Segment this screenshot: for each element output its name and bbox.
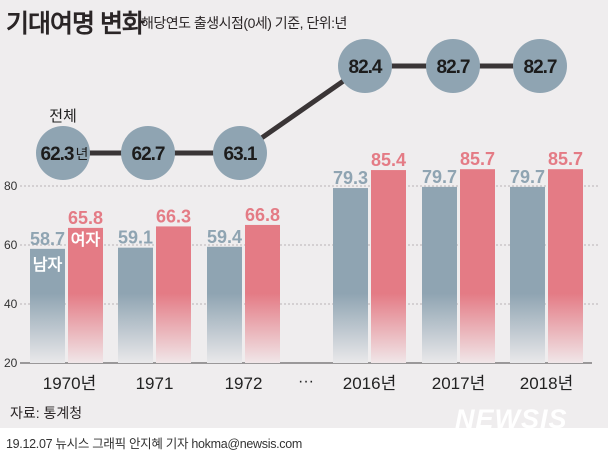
total-circle: [213, 126, 267, 180]
bar-male: [333, 188, 368, 363]
total-unit-label: 년: [76, 146, 89, 162]
y-tick-label: 40: [4, 297, 18, 311]
total-circle: [121, 126, 175, 180]
bar-female: [156, 226, 191, 363]
x-tick-label: 1970년: [43, 374, 96, 393]
legend-male: 남자: [33, 256, 63, 274]
total-circle: [338, 39, 392, 93]
bar-female: [68, 227, 103, 363]
value-label-male: 79.7: [510, 167, 545, 187]
chart-subtitle: 해당연도 출생시점(0세) 기준, 단위:년: [141, 15, 347, 31]
total-value-label: 82.7: [437, 57, 470, 78]
value-label-female: 65.8: [68, 208, 103, 228]
axis-gap-ellipsis: ···: [298, 373, 314, 390]
value-label-female: 66.3: [156, 206, 191, 226]
bar-male: [118, 247, 153, 363]
total-circle: [513, 39, 567, 93]
x-tick-label: 2016년: [343, 374, 396, 393]
value-label-male: 79.7: [422, 167, 457, 187]
x-tick-label: 2018년: [520, 374, 573, 393]
newsis-logo: NEWSIS: [455, 404, 568, 434]
total-value-label: 82.4: [349, 57, 383, 78]
value-label-male: 59.1: [118, 228, 153, 248]
bar-male: [510, 186, 545, 363]
bar-female: [460, 169, 495, 363]
value-label-female: 66.8: [245, 205, 280, 225]
bar-female: [548, 169, 583, 363]
value-label-female: 85.7: [460, 149, 495, 169]
value-label-female: 85.4: [371, 150, 406, 170]
value-label-male: 79.3: [333, 168, 368, 188]
total-series-label: 전체: [49, 108, 77, 125]
y-tick-label: 20: [4, 356, 18, 370]
credit-line: 19.12.07 뉴시스 그래픽 안지혜 기자 hokma@newsis.com: [6, 437, 303, 451]
total-value-label: 62.7: [132, 144, 165, 165]
total-value-label: 63.1: [224, 144, 258, 165]
value-label-male: 58.7: [30, 229, 65, 249]
y-tick-label: 80: [4, 179, 18, 193]
y-tick-label: 60: [4, 238, 18, 252]
bar-female: [245, 224, 280, 363]
x-tick-label: 1971: [136, 374, 174, 393]
x-tick-label: 2017년: [432, 374, 485, 393]
bar-female: [371, 170, 406, 363]
bar-male: [30, 248, 65, 363]
total-value-label: 82.7: [524, 57, 557, 78]
x-tick-label: 1972: [225, 374, 263, 393]
value-label-male: 59.4: [207, 227, 242, 247]
chart-title: 기대여명 변화: [6, 10, 145, 38]
source-note: 자료: 통계청: [10, 405, 83, 421]
legend-female: 여자: [71, 231, 101, 249]
bar-male: [422, 186, 457, 363]
value-label-female: 85.7: [548, 149, 583, 169]
total-value-label: 62.3: [41, 144, 74, 165]
total-circle: [426, 39, 480, 93]
bar-male: [207, 246, 242, 363]
total-circle: [36, 126, 90, 180]
